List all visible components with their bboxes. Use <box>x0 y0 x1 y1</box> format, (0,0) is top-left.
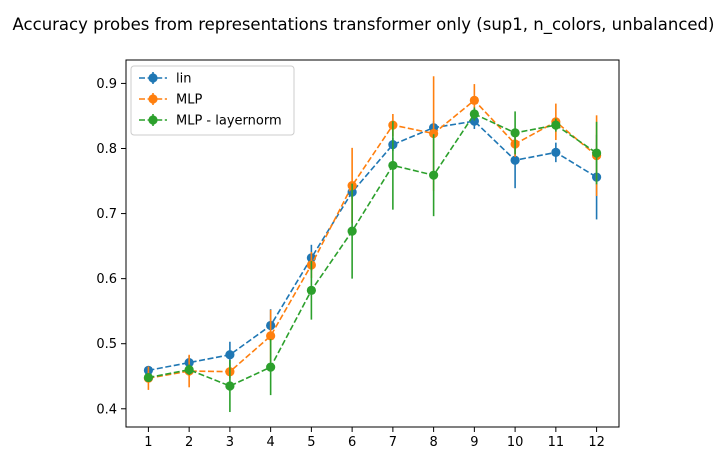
chart-title: Accuracy probes from representations tra… <box>13 15 715 35</box>
legend-swatch-marker <box>148 94 158 104</box>
y-tick-label: 0.5 <box>96 337 117 352</box>
y-tick-label: 0.4 <box>96 402 117 417</box>
y-tick-label: 0.6 <box>96 272 117 287</box>
legend-label: MLP <box>176 93 202 108</box>
x-tick-label: 12 <box>588 435 605 450</box>
data-point <box>306 285 316 295</box>
data-point <box>551 120 561 130</box>
data-point <box>510 155 520 165</box>
data-point <box>266 362 276 372</box>
data-point <box>347 226 357 236</box>
data-point <box>469 109 479 119</box>
x-tick-label: 1 <box>144 435 152 450</box>
data-point <box>429 170 439 180</box>
x-tick-label: 5 <box>307 435 315 450</box>
data-point <box>225 350 235 360</box>
data-point <box>591 148 602 158</box>
x-tick-label: 3 <box>226 435 234 450</box>
y-tick-label: 0.8 <box>96 142 117 157</box>
data-point <box>266 331 276 341</box>
x-tick-label: 10 <box>507 435 524 450</box>
x-tick-label: 4 <box>266 435 274 450</box>
data-point <box>143 372 154 383</box>
x-tick-label: 6 <box>348 435 356 450</box>
series-line <box>148 99 598 379</box>
x-tick-label: 11 <box>548 435 565 450</box>
legend-label: lin <box>176 72 191 87</box>
legend: lin MLP MLP - layernorm <box>130 65 295 136</box>
data-point <box>469 95 479 105</box>
data-point <box>388 160 398 171</box>
legend-label: MLP - layernorm <box>176 114 282 129</box>
axes: 1 2 3 4 5 6 7 8 9 10 11 120.40.50.60.70.80.9 <box>96 59 620 450</box>
plot-area <box>143 76 602 413</box>
legend-swatch-marker <box>148 115 158 125</box>
data-point <box>184 365 194 375</box>
y-tick-label: 0.9 <box>96 77 117 92</box>
series-1 <box>143 113 602 375</box>
x-tick-label: 7 <box>389 435 397 450</box>
data-point <box>510 128 520 138</box>
data-point <box>551 147 561 158</box>
legend-box <box>130 65 295 136</box>
data-point <box>225 381 235 391</box>
x-tick-label: 9 <box>470 435 478 450</box>
series-line <box>148 120 598 372</box>
y-tick-label: 0.7 <box>96 207 117 222</box>
data-point <box>429 128 439 139</box>
legend-swatch-marker <box>148 73 158 83</box>
x-tick-label: 8 <box>429 435 437 450</box>
x-tick-label: 2 <box>185 435 193 450</box>
series-line <box>148 112 598 387</box>
axes-frame <box>125 59 620 428</box>
series-3 <box>143 107 602 413</box>
